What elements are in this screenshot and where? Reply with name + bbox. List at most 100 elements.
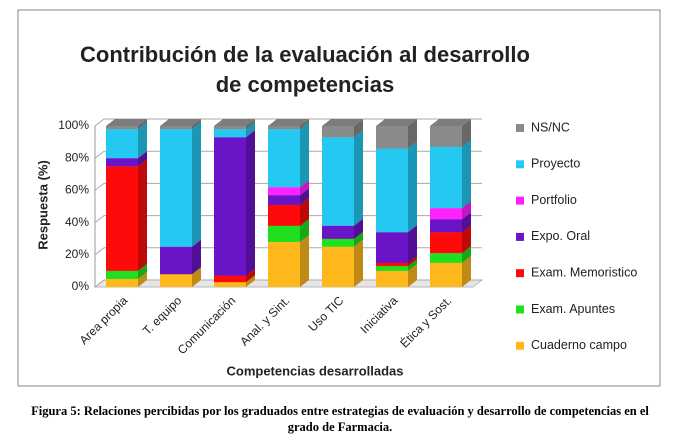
bar-top: [268, 119, 309, 126]
bar-segment: [214, 137, 246, 276]
bar-segment: [268, 195, 300, 205]
chart-title: Contribución de la evaluación al desarro…: [80, 42, 530, 97]
bar-segment: [322, 137, 354, 226]
bar-segment: [376, 266, 408, 271]
legend-swatch: [516, 196, 524, 205]
bar-side: [138, 271, 147, 287]
bar-segment: [214, 126, 246, 130]
bar-segment: [430, 253, 462, 263]
bar-side: [408, 255, 417, 267]
bar-side: [462, 119, 471, 147]
bar-segment: [376, 126, 408, 149]
bar-top: [376, 119, 417, 126]
bar-segment: [322, 238, 354, 247]
bar-segment: [322, 225, 354, 239]
bar-side: [246, 130, 255, 276]
bar-segment: [268, 241, 300, 287]
bar-side: [192, 239, 201, 275]
bar-segment: [430, 219, 462, 233]
bar-side: [300, 197, 309, 226]
bar-segment: [376, 262, 408, 267]
bar-side: [300, 188, 309, 205]
legend-label: Portfolio: [531, 193, 577, 207]
bar-side: [300, 234, 309, 287]
bar-top: [322, 119, 363, 126]
bar-segment: [376, 232, 408, 263]
bar-side: [246, 122, 255, 138]
bar-top: [214, 119, 255, 126]
legend-label: Expo. Oral: [531, 229, 590, 243]
legend-label: Exam. Memoristico: [531, 265, 637, 279]
bar-segment: [430, 146, 462, 209]
bar-side: [462, 246, 471, 263]
legend-swatch: [516, 160, 524, 169]
bar-segment: [106, 129, 138, 159]
bar-side: [192, 267, 201, 287]
bar-top: [160, 119, 201, 126]
bar-segment: [268, 187, 300, 196]
legend-label: Cuaderno campo: [531, 338, 627, 352]
bar-side: [354, 239, 363, 287]
legend-swatch: [516, 232, 524, 241]
bar-side: [300, 119, 309, 130]
bar-segment: [430, 208, 462, 220]
bar-side: [354, 130, 363, 226]
bar-segment: [430, 262, 462, 287]
bar-segment: [268, 126, 300, 130]
bar-side: [138, 151, 147, 167]
legend-label: Exam. Apuntes: [531, 302, 615, 316]
bar-side: [300, 218, 309, 242]
bar-side: [246, 275, 255, 287]
bar-segment: [106, 158, 138, 167]
legend-label: Proyecto: [531, 157, 580, 171]
legend-swatch: [516, 305, 524, 314]
bar-side: [138, 159, 147, 271]
bar-side: [408, 259, 417, 271]
bar-segment: [106, 126, 138, 130]
y-tick-label: 100%: [58, 118, 89, 132]
bar-segment: [430, 232, 462, 254]
bar-segment: [160, 126, 192, 130]
bar-segment: [268, 129, 300, 188]
bar-side: [246, 119, 255, 130]
bar-side: [300, 122, 309, 188]
bar-segment: [268, 204, 300, 226]
bar-top: [430, 119, 471, 126]
legend-label: NS/NC: [531, 120, 570, 134]
bar-side: [408, 141, 417, 233]
bar-side: [138, 122, 147, 159]
bar-side: [192, 119, 201, 130]
bar-side: [408, 119, 417, 149]
legend-swatch: [516, 341, 524, 350]
y-tick-label: 20%: [65, 247, 89, 261]
legend-swatch: [516, 124, 524, 132]
bar-segment: [106, 270, 138, 279]
bar-segment: [214, 275, 246, 283]
bar-segment: [268, 225, 300, 242]
bar-side: [246, 268, 255, 283]
bar-side: [462, 139, 471, 209]
bar-side: [354, 231, 363, 247]
bar-side: [192, 122, 201, 247]
legend-swatch: [516, 269, 524, 278]
bar-segment: [430, 126, 462, 147]
bar-segment: [376, 148, 408, 233]
figure-caption: Figura 5: Relaciones percibidas por los …: [31, 404, 649, 434]
bar-segment: [376, 270, 408, 287]
bar-segment: [106, 278, 138, 287]
bar-side: [462, 201, 471, 220]
bar-side: [408, 225, 417, 263]
y-tick-label: 80%: [65, 150, 89, 164]
bar-segment: [160, 246, 192, 275]
bar-segment: [322, 246, 354, 287]
bar-side: [462, 255, 471, 287]
bar-side: [462, 225, 471, 254]
bar-side: [462, 212, 471, 233]
y-tick-label: 60%: [65, 183, 89, 197]
bar-segment: [214, 129, 246, 138]
bar-segment: [160, 129, 192, 247]
bar-side: [138, 119, 147, 130]
plot-area: [93, 118, 484, 288]
y-tick-label: 40%: [65, 215, 89, 229]
